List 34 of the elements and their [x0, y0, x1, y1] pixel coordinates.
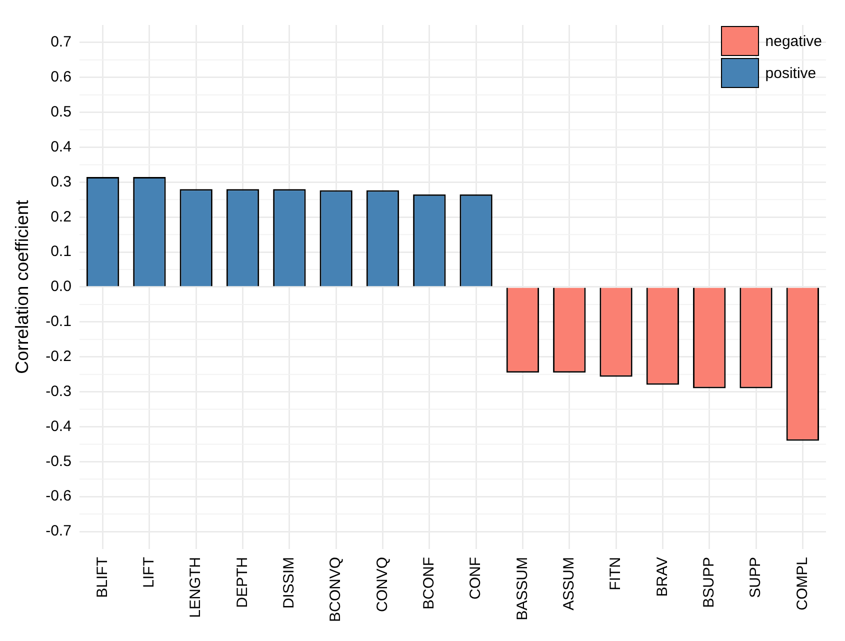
x-tick-label: BRAV: [654, 556, 671, 597]
x-tick-label: BSUPP: [700, 556, 718, 608]
x-tick-label: DISSIM: [280, 556, 298, 609]
y-tick-label: -0.6: [46, 488, 72, 505]
y-tick-label: 0.1: [50, 243, 72, 260]
legend-label: negative: [765, 32, 822, 50]
y-tick-label: -0.5: [46, 452, 72, 470]
y-tick-label: -0.1: [46, 313, 72, 330]
x-tick-label: LENGTH: [187, 556, 204, 618]
x-tick-label: SUPP: [747, 556, 764, 598]
y-axis-title: Correlation coefficient: [12, 200, 32, 374]
y-tick-label: 0.5: [50, 103, 72, 120]
y-tick-label: -0.4: [46, 418, 72, 435]
legend-label: positive: [765, 64, 816, 82]
y-tick-label: 0.4: [50, 138, 72, 156]
x-tick-label: COMPL: [794, 556, 811, 610]
x-tick-label: CONVQ: [374, 556, 391, 612]
x-tick-label: BCONF: [420, 556, 438, 610]
y-tick-label: 0.6: [50, 68, 72, 86]
x-tick-label: ASSUM: [560, 556, 578, 610]
x-tick-label: CONF: [467, 556, 484, 600]
x-tick-label: BASSUM: [514, 556, 531, 620]
y-tick-label: -0.7: [46, 522, 72, 540]
y-tick-label: 0.3: [50, 173, 72, 190]
x-tick-label: BLIFT: [94, 556, 111, 598]
x-tick-label: BCONVQ: [327, 556, 344, 622]
y-tick-label: 0.0: [50, 278, 72, 296]
y-tick-label: -0.3: [46, 382, 72, 400]
y-tick-label: 0.7: [50, 34, 72, 51]
x-tick-label: DEPTH: [234, 556, 251, 608]
y-tick-label: -0.2: [46, 348, 72, 365]
x-tick-label: FITN: [607, 556, 624, 590]
y-tick-label: 0.2: [50, 208, 72, 226]
x-tick-label: LIFT: [140, 556, 158, 588]
